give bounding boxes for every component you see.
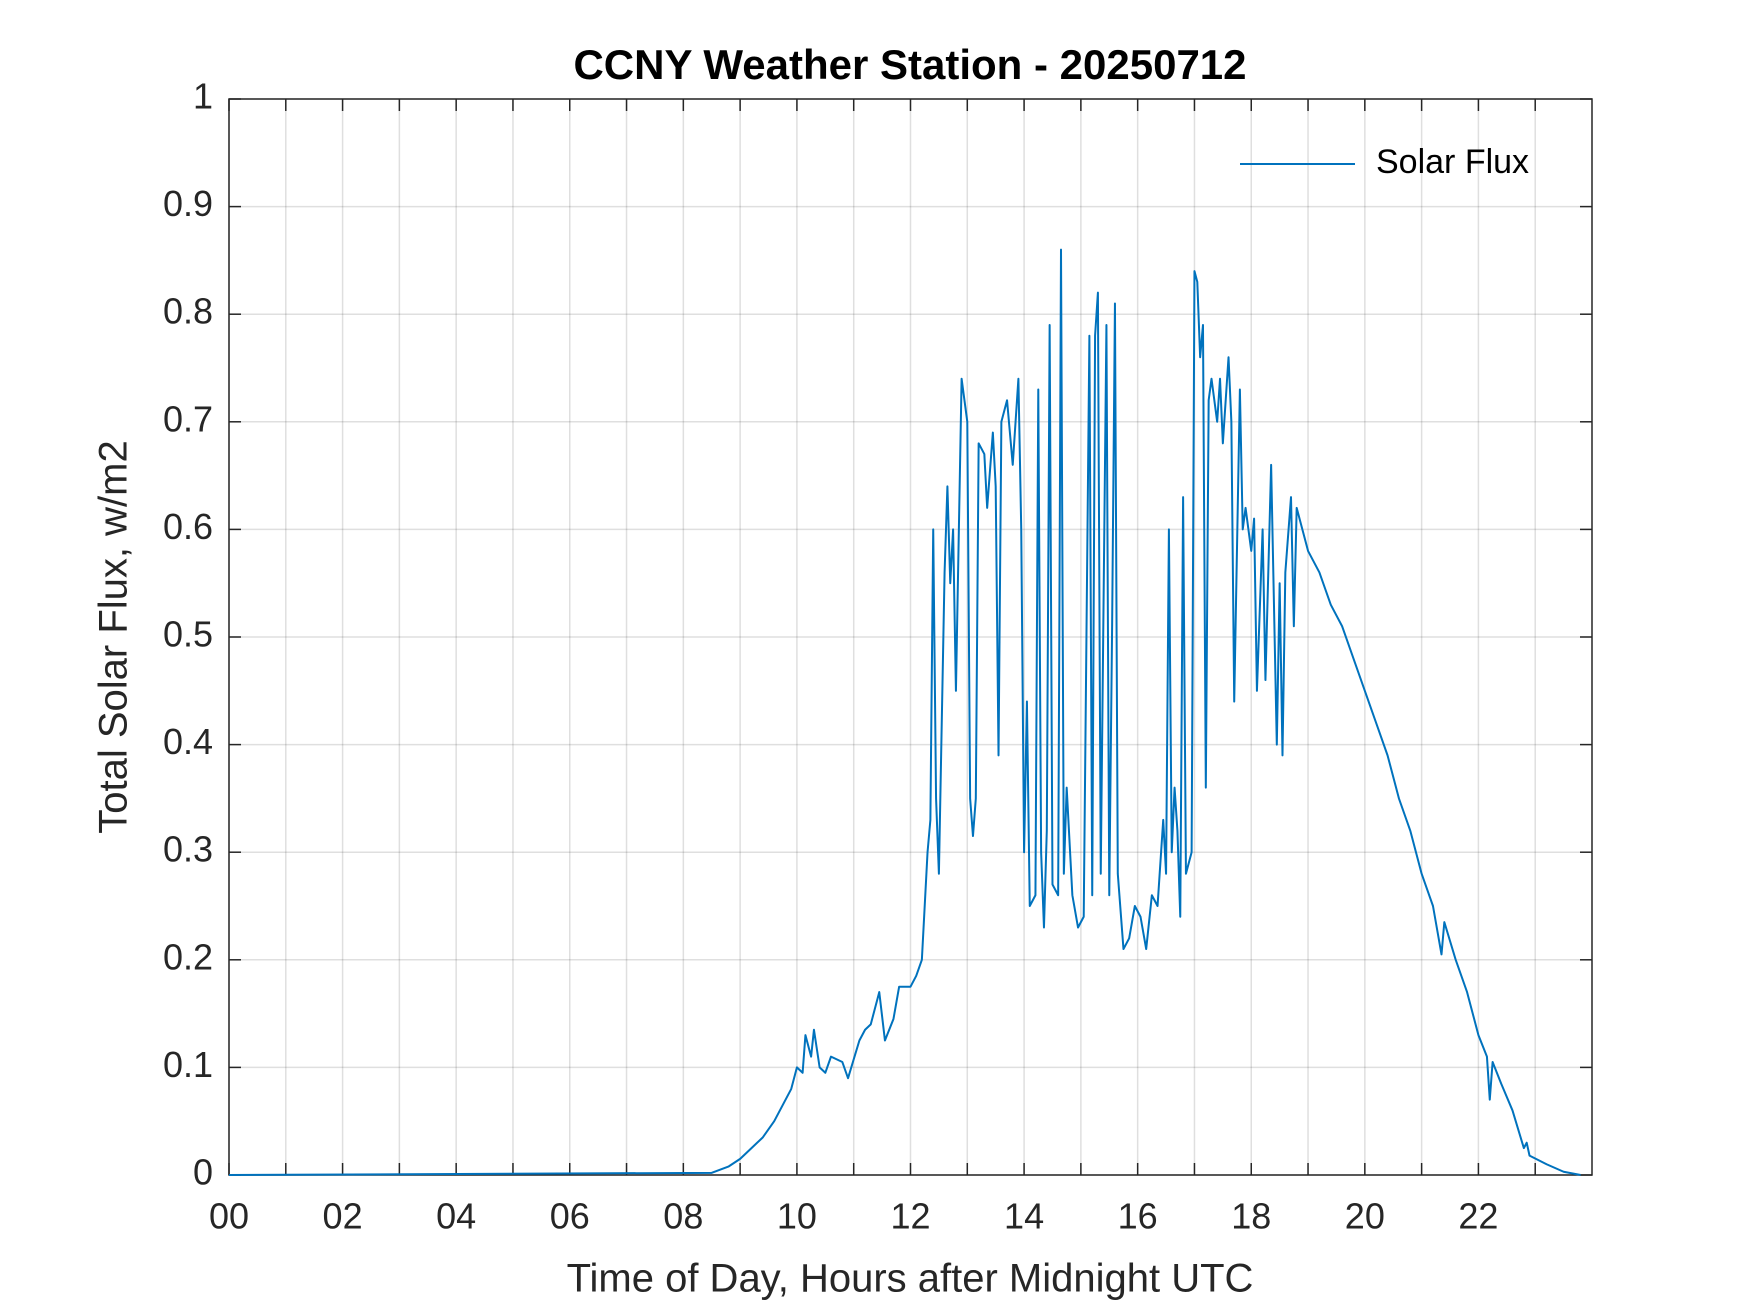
y-tick-label: 0.4 — [163, 721, 213, 762]
x-tick-label: 16 — [1118, 1196, 1158, 1237]
axes-box — [228, 98, 1593, 1176]
x-tick-label: 22 — [1458, 1196, 1498, 1237]
y-tick-label: 0.7 — [163, 398, 213, 439]
chart-title: CCNY Weather Station - 20250712 — [573, 41, 1246, 88]
y-tick-label: 0.8 — [163, 291, 213, 332]
data-line — [228, 248, 1581, 1176]
legend-label: Solar Flux — [1376, 143, 1529, 181]
y-tick-label: 0.5 — [163, 614, 213, 655]
x-tick-label: 06 — [550, 1196, 590, 1237]
y-axis-label: Total Solar Flux, w/m2 — [92, 440, 136, 833]
y-tick-label: 0.1 — [163, 1044, 213, 1085]
x-tick-label: 02 — [323, 1196, 363, 1237]
x-tick-label: 20 — [1345, 1196, 1385, 1237]
x-tick-label: 14 — [1004, 1196, 1044, 1237]
x-tick-label: 12 — [890, 1196, 930, 1237]
x-axis-label: Time of Day, Hours after Midnight UTC — [567, 1257, 1254, 1301]
x-tick-label: 00 — [209, 1196, 249, 1237]
x-tick-label: 18 — [1231, 1196, 1271, 1237]
y-tick-label: 0.3 — [163, 829, 213, 870]
x-tick-label: 04 — [436, 1196, 476, 1237]
y-tick-label: 0.2 — [163, 936, 213, 977]
y-tick-label: 1 — [193, 76, 213, 117]
x-tick-label: 10 — [777, 1196, 817, 1237]
y-tick-label: 0 — [193, 1152, 213, 1193]
x-tick-label: 08 — [663, 1196, 703, 1237]
y-tick-label: 0.6 — [163, 506, 213, 547]
y-tick-label: 0.9 — [163, 183, 213, 224]
